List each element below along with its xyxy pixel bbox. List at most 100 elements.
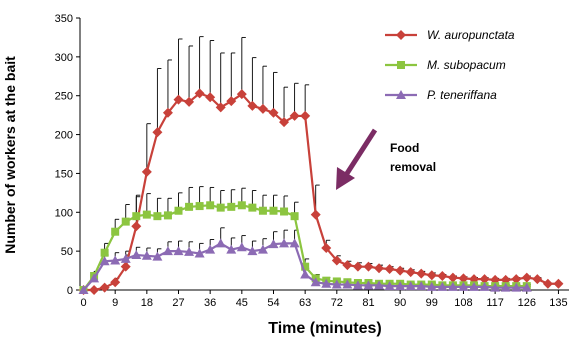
legend-label: P. teneriffana	[427, 88, 497, 102]
data-point	[310, 209, 321, 220]
data-point	[163, 211, 172, 220]
y-axis-title: Number of workers at the bait	[2, 56, 18, 254]
data-point	[469, 281, 480, 291]
data-point	[206, 201, 215, 210]
data-point	[248, 203, 257, 212]
data-point	[258, 206, 267, 215]
data-point	[142, 210, 151, 219]
legend-label: M. subopacum	[427, 58, 506, 72]
x-tick-label: 99	[426, 297, 438, 309]
data-point	[152, 251, 163, 261]
legend-marker	[396, 90, 406, 99]
data-point	[363, 261, 374, 272]
data-point	[437, 281, 448, 291]
data-point	[405, 267, 416, 278]
data-point	[405, 281, 416, 291]
x-tick-label: 45	[236, 297, 248, 309]
data-point	[479, 281, 490, 291]
data-point	[194, 248, 205, 258]
data-point	[280, 207, 289, 216]
data-point	[132, 212, 141, 221]
data-point	[216, 203, 225, 212]
data-point	[395, 265, 406, 276]
data-point	[152, 127, 163, 138]
data-point	[447, 272, 458, 283]
data-point	[395, 281, 406, 291]
data-point	[173, 246, 184, 256]
data-point	[342, 260, 353, 271]
data-point	[237, 201, 246, 210]
y-tick-label: 150	[55, 168, 73, 180]
data-point	[511, 282, 522, 292]
annotation-arrow-shaft	[343, 128, 378, 177]
data-point	[184, 246, 195, 256]
x-tick-label: 72	[331, 297, 343, 309]
data-point	[257, 244, 268, 254]
data-point	[426, 281, 437, 291]
data-point	[374, 263, 385, 274]
data-point	[500, 282, 511, 292]
annotation-arrow-head	[336, 167, 355, 190]
data-point	[310, 277, 321, 287]
y-tick-label: 200	[55, 130, 73, 142]
data-point	[289, 238, 300, 248]
data-point	[141, 166, 152, 177]
data-point	[542, 278, 553, 289]
data-point	[301, 262, 310, 271]
data-point	[458, 281, 469, 291]
y-tick-label: 300	[55, 52, 73, 64]
x-tick-label: 63	[299, 297, 311, 309]
data-point	[236, 89, 247, 100]
data-point	[384, 281, 395, 291]
data-point	[205, 92, 216, 103]
series-line	[83, 92, 559, 292]
data-point	[437, 271, 448, 282]
legend-marker	[396, 30, 406, 40]
series-0	[78, 88, 564, 295]
data-point	[162, 246, 173, 256]
x-tick-label: 90	[394, 297, 406, 309]
error-bars-0	[104, 36, 563, 288]
x-tick-label: 117	[486, 297, 504, 309]
data-point	[120, 261, 131, 272]
data-point	[226, 96, 237, 107]
x-tick-label: 54	[267, 297, 279, 309]
data-point	[521, 272, 532, 283]
data-point	[111, 227, 120, 236]
data-point	[269, 206, 278, 215]
data-point	[215, 102, 226, 113]
x-tick-label: 18	[141, 297, 153, 309]
data-point	[352, 280, 363, 290]
data-point	[110, 255, 121, 265]
data-point	[331, 279, 342, 289]
data-point	[131, 250, 142, 260]
data-point	[521, 282, 532, 292]
data-point	[426, 270, 437, 281]
data-point	[153, 212, 162, 221]
data-point	[342, 279, 353, 289]
plot-area: 0 50 100 150 200 250 300 350 0 9 18 27 36 45 54 63 72 81 9…	[55, 13, 569, 309]
data-point	[290, 212, 299, 221]
data-point	[532, 274, 543, 285]
data-point	[279, 117, 290, 128]
data-point	[257, 103, 268, 114]
annotation-text-line: removal	[390, 160, 436, 174]
data-point	[300, 269, 311, 279]
data-point	[511, 274, 522, 285]
data-point	[141, 250, 152, 260]
y-tick-label: 100	[55, 207, 73, 219]
x-axis-title: Time (minutes)	[268, 320, 382, 337]
x-tick-label: 0	[80, 297, 86, 309]
x-tick-label: 135	[549, 297, 567, 309]
x-tick-label: 27	[172, 297, 184, 309]
data-point	[416, 281, 427, 291]
data-point	[553, 278, 564, 289]
data-point	[458, 273, 469, 284]
x-tick-label: 108	[454, 297, 472, 309]
data-point	[247, 246, 258, 256]
data-point	[331, 255, 342, 266]
data-point	[184, 96, 195, 107]
data-point	[99, 282, 110, 293]
data-point	[268, 107, 279, 118]
legend: W. auropunctata M. subopacum P. teneriffan…	[385, 28, 515, 102]
